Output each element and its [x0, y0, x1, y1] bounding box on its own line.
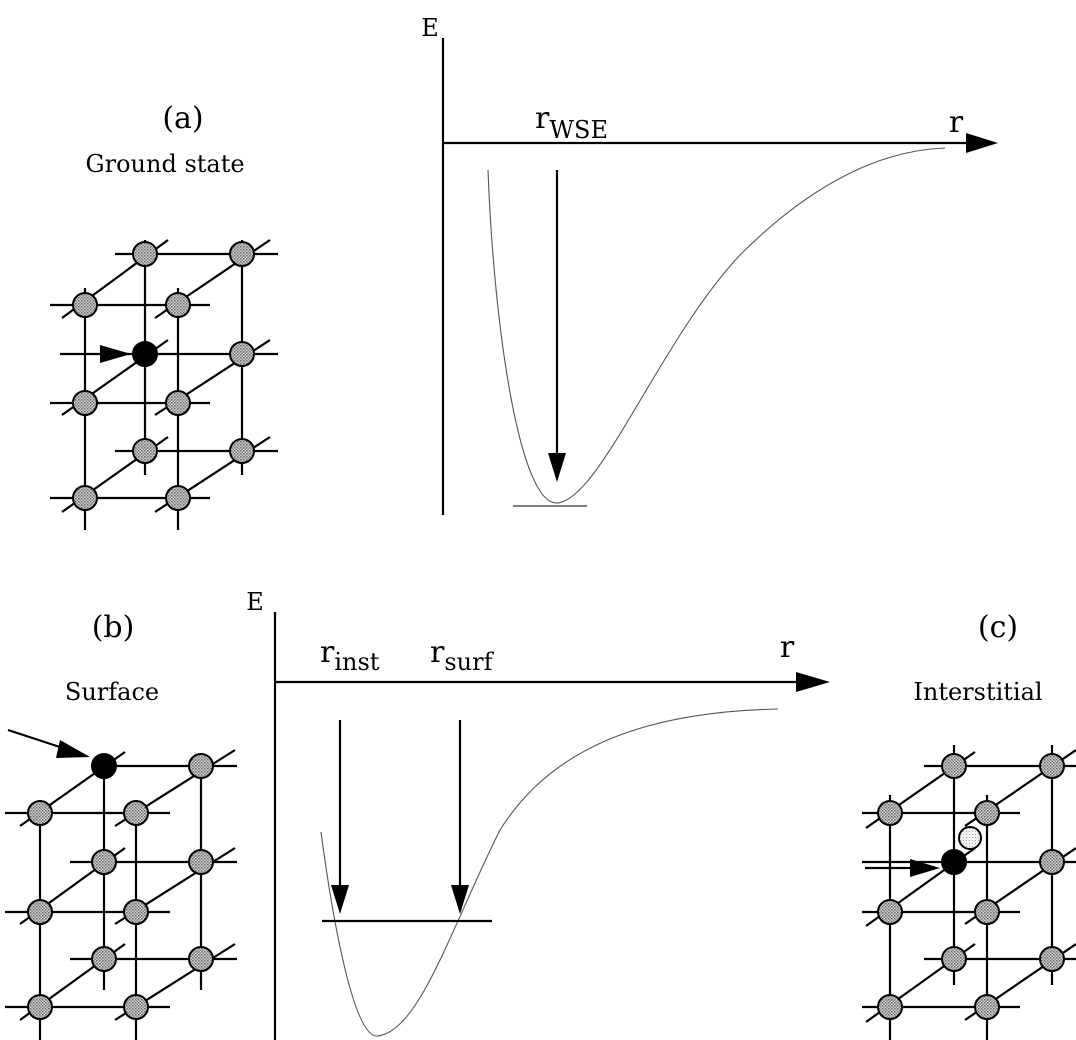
atom	[165, 292, 191, 318]
atom	[1039, 946, 1065, 972]
atom	[229, 438, 255, 464]
lattice-c	[862, 745, 1076, 1040]
atom	[188, 849, 214, 875]
lattice-b-atoms	[27, 753, 214, 1020]
atom	[1039, 753, 1065, 779]
interstitial-atom	[958, 826, 982, 850]
lattice-a	[50, 239, 278, 530]
atom	[1039, 849, 1065, 875]
r-surf-label: rsurf	[430, 635, 495, 676]
potential-plot-b: E r rinst rsurf	[246, 588, 830, 1040]
potential-curve-b	[320, 708, 779, 1037]
r-axis-b-arrowhead-icon	[796, 672, 830, 692]
r-inst-arrowhead-icon	[331, 885, 349, 914]
atom	[229, 341, 255, 367]
panel-c-label: (c)	[978, 610, 1018, 645]
surface-atom	[91, 753, 117, 779]
atom	[941, 753, 967, 779]
r-surf-arrowhead-icon	[451, 885, 469, 914]
r-wse-label: rWSE	[535, 101, 608, 144]
atom	[91, 849, 117, 875]
atom	[123, 800, 149, 826]
atom	[91, 946, 117, 972]
atom	[974, 899, 1000, 925]
panel-c: (c) Interstitial	[862, 610, 1076, 1040]
atom	[188, 946, 214, 972]
atom	[132, 438, 158, 464]
panel-a-label: (a)	[162, 101, 203, 136]
lattice-a-atoms	[72, 241, 255, 511]
panel-a: (a) Ground state	[50, 14, 998, 530]
r-axis-a-arrowhead-icon	[966, 133, 998, 153]
arrow-b-icon	[7, 728, 90, 758]
atom	[188, 753, 214, 779]
r-inst-label: rinst	[320, 635, 380, 676]
atom	[27, 800, 53, 826]
atom	[974, 994, 1000, 1020]
panel-b-caption: Surface	[65, 678, 159, 706]
atom	[165, 390, 191, 416]
atom	[72, 292, 98, 318]
e-axis-a-label: E	[421, 14, 439, 42]
r-axis-b-label: r	[780, 630, 795, 665]
atom	[123, 994, 149, 1020]
atom	[72, 390, 98, 416]
atom	[27, 994, 53, 1020]
lattice-b	[5, 728, 237, 1040]
potential-curve-a	[487, 147, 946, 504]
atom	[27, 899, 53, 925]
atom	[941, 946, 967, 972]
atom	[877, 994, 903, 1020]
atom	[229, 241, 255, 267]
r-wse-arrowhead-icon	[548, 453, 566, 482]
atom	[132, 241, 158, 267]
panel-a-caption: Ground state	[85, 150, 244, 178]
r-axis-a-label: r	[949, 105, 964, 140]
arrow-a-icon	[60, 345, 131, 363]
removed-atom	[132, 341, 158, 367]
atom	[974, 800, 1000, 826]
potential-plot-a: E r rWSE	[421, 14, 998, 515]
displaced-atom	[941, 849, 967, 875]
panel-c-caption: Interstitial	[913, 678, 1042, 706]
panel-b-label: (b)	[92, 610, 135, 645]
lattice-c-atoms	[877, 753, 1065, 1020]
e-axis-b-label: E	[246, 588, 264, 616]
atom	[165, 485, 191, 511]
atom	[72, 485, 98, 511]
atom	[877, 899, 903, 925]
atom	[123, 899, 149, 925]
panel-b: (b) Surface	[5, 588, 830, 1040]
atom	[877, 800, 903, 826]
arrow-c-icon	[865, 859, 940, 877]
